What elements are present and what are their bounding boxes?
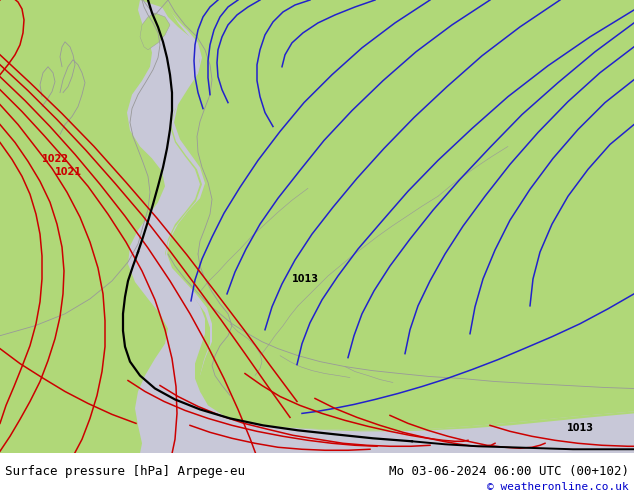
Text: © weatheronline.co.uk: © weatheronline.co.uk <box>488 482 629 490</box>
Polygon shape <box>165 0 634 430</box>
Polygon shape <box>0 0 634 453</box>
Polygon shape <box>160 0 634 431</box>
Text: 1022: 1022 <box>41 154 68 164</box>
Text: Mo 03-06-2024 06:00 UTC (00+102): Mo 03-06-2024 06:00 UTC (00+102) <box>389 465 629 478</box>
Polygon shape <box>220 0 420 23</box>
Text: 1013: 1013 <box>292 274 318 284</box>
Text: Surface pressure [hPa] Arpege-eu: Surface pressure [hPa] Arpege-eu <box>5 465 245 478</box>
Polygon shape <box>140 13 170 50</box>
Polygon shape <box>167 0 634 430</box>
Text: 1021: 1021 <box>55 167 82 177</box>
Text: 1013: 1013 <box>567 423 593 433</box>
